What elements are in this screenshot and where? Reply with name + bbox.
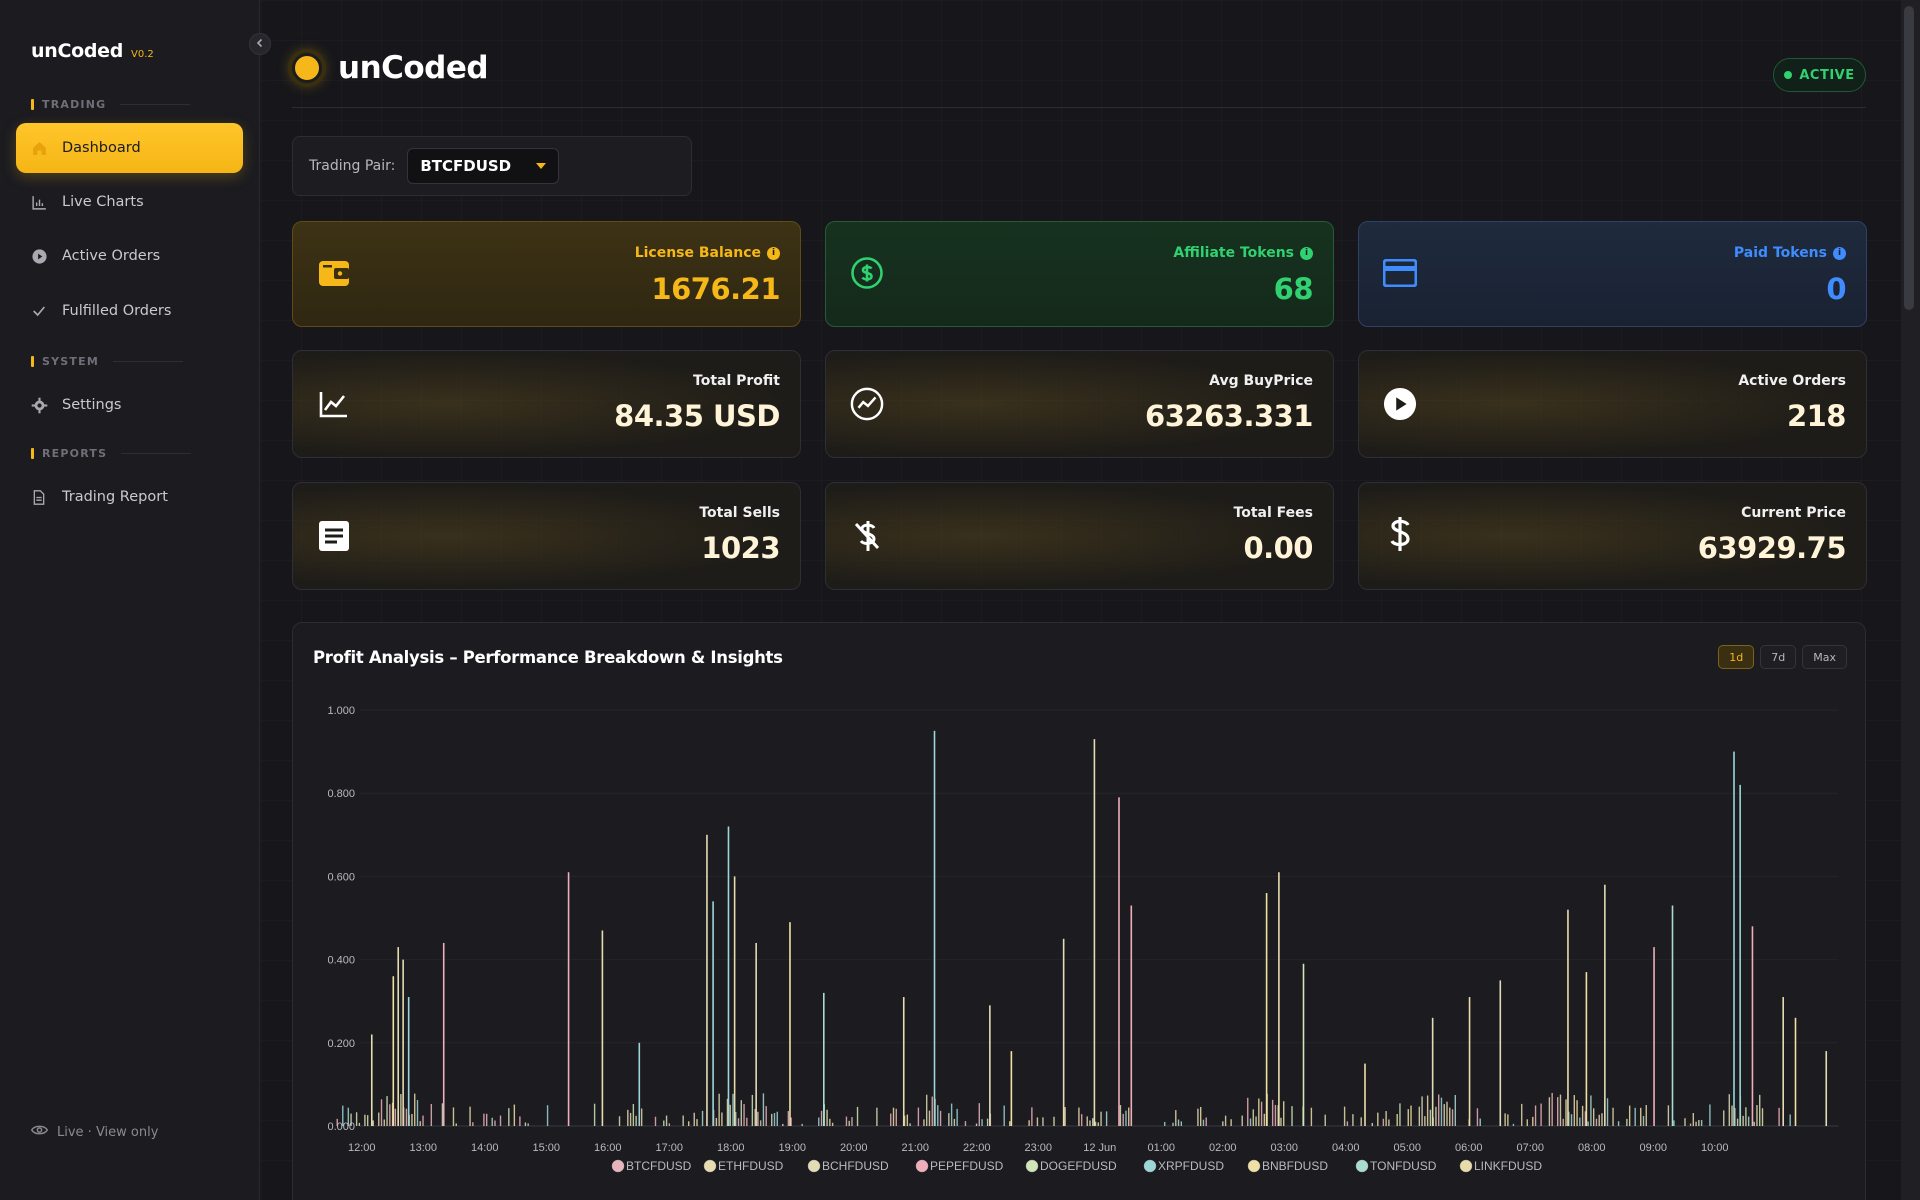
total-profit-label: Total Profit: [693, 373, 780, 389]
home-icon: [30, 139, 48, 157]
caret-down-icon: [536, 163, 547, 169]
section-system-label: SYSTEM: [42, 355, 99, 368]
paid-tokens-value: 0: [1826, 272, 1846, 306]
dollar-circle-icon: [850, 256, 884, 290]
play-circle-icon: [1383, 387, 1417, 421]
sidebar-item-label: Fulfilled Orders: [62, 303, 172, 319]
range-7d-button[interactable]: 7d: [1760, 645, 1797, 669]
current-price-card: Current Price 63929.75: [1358, 482, 1867, 590]
activity-circle-icon: [850, 387, 884, 421]
range-selector: 1d 7d Max: [1718, 645, 1847, 669]
page-title: unCoded: [338, 50, 489, 86]
sidebar-item-label: Settings: [62, 397, 122, 413]
brand-version: V0.2: [131, 49, 154, 60]
sidebar: unCoded V0.2 TRADING Dashboard Live Char…: [0, 0, 260, 1200]
trend-chart-icon: [317, 387, 351, 421]
live-view-status: Live · View only: [30, 1124, 159, 1140]
chevron-left-icon: [255, 37, 265, 51]
profit-analysis-panel: Profit Analysis – Performance Breakdown …: [292, 622, 1866, 1200]
range-max-button[interactable]: Max: [1802, 645, 1847, 669]
license-balance-label: License Balance i: [635, 245, 780, 261]
total-fees-card: Total Fees 0.00: [825, 482, 1334, 590]
page-header: unCoded: [292, 50, 489, 86]
sidebar-item-dashboard[interactable]: Dashboard: [16, 123, 243, 173]
trading-pair-select[interactable]: BTCFDUSD: [407, 148, 560, 184]
total-fees-label: Total Fees: [1233, 505, 1313, 521]
active-orders-value: 218: [1786, 399, 1847, 433]
sidebar-item-active-orders[interactable]: Active Orders: [16, 231, 243, 281]
license-balance-text: License Balance: [634, 245, 761, 261]
sidebar-item-fulfilled-orders[interactable]: Fulfilled Orders: [16, 286, 243, 336]
document-icon: [30, 488, 48, 506]
total-sells-card: Total Sells 1023: [292, 482, 801, 590]
brand: unCoded V0.2: [31, 40, 154, 62]
sidebar-item-label: Trading Report: [62, 489, 168, 505]
total-profit-card: Total Profit 84.35 USD: [292, 350, 801, 458]
info-icon[interactable]: i: [1300, 246, 1313, 260]
active-orders-label: Active Orders: [1738, 373, 1846, 389]
affiliate-tokens-label: Affiliate Tokens i: [1173, 245, 1313, 261]
license-balance-card: License Balance i 1676.21: [292, 221, 801, 327]
section-trading: TRADING: [31, 98, 191, 111]
credit-card-icon: [1383, 256, 1417, 290]
affiliate-tokens-value: 68: [1273, 272, 1314, 306]
trading-pair-value: BTCFDUSD: [420, 157, 512, 175]
info-icon[interactable]: i: [767, 246, 780, 260]
status-badge: ACTIVE: [1773, 58, 1866, 92]
gear-icon: [30, 396, 48, 414]
status-label: ACTIVE: [1799, 67, 1855, 83]
dollar-icon: [1383, 517, 1417, 551]
status-dot-icon: [1784, 71, 1793, 79]
play-circle-icon: [30, 247, 48, 265]
current-price-value: 63929.75: [1697, 531, 1847, 565]
collapse-sidebar-button[interactable]: [249, 33, 271, 55]
scrollbar-thumb[interactable]: [1904, 6, 1914, 310]
paid-tokens-label: Paid Tokens i: [1734, 245, 1846, 261]
bar-chart-icon: [30, 193, 48, 211]
range-1d-button[interactable]: 1d: [1718, 645, 1755, 669]
license-balance-value: 1676.21: [651, 272, 780, 306]
current-price-label: Current Price: [1741, 505, 1846, 521]
sidebar-item-label: Live Charts: [62, 194, 144, 210]
sidebar-item-trading-report[interactable]: Trading Report: [16, 472, 243, 522]
note-icon: [317, 519, 351, 553]
sidebar-item-settings[interactable]: Settings: [16, 380, 243, 430]
chart-title: Profit Analysis – Performance Breakdown …: [313, 648, 783, 667]
wallet-icon: [317, 256, 351, 290]
brand-name: unCoded: [31, 40, 124, 62]
total-sells-label: Total Sells: [699, 505, 780, 521]
total-profit-value: 84.35 USD: [614, 399, 780, 433]
info-icon[interactable]: i: [1833, 246, 1846, 260]
live-view-label: Live · View only: [57, 1124, 159, 1140]
avg-buyprice-card: Avg BuyPrice 63263.331: [825, 350, 1334, 458]
section-system: SYSTEM: [31, 355, 183, 368]
affiliate-tokens-card: Affiliate Tokens i 68: [825, 221, 1334, 327]
check-icon: [30, 302, 48, 320]
dollar-off-icon: [850, 519, 884, 553]
section-trading-label: TRADING: [42, 98, 107, 111]
total-fees-value: 0.00: [1243, 531, 1313, 565]
logo-icon: [292, 53, 322, 83]
avg-buyprice-value: 63263.331: [1145, 399, 1313, 433]
affiliate-tokens-text: Affiliate Tokens: [1173, 245, 1294, 261]
avg-buyprice-label: Avg BuyPrice: [1209, 373, 1313, 389]
active-orders-card: Active Orders 218: [1358, 350, 1867, 458]
sidebar-item-live-charts[interactable]: Live Charts: [16, 177, 243, 227]
total-sells-value: 1023: [701, 531, 780, 565]
section-reports-label: REPORTS: [42, 447, 108, 460]
section-reports: REPORTS: [31, 447, 192, 460]
trading-pair-label: Trading Pair:: [309, 158, 396, 174]
eye-icon: [30, 1124, 49, 1140]
header-divider: [292, 107, 1866, 108]
sidebar-item-label: Active Orders: [62, 248, 161, 264]
trading-pair-panel: Trading Pair: BTCFDUSD: [292, 136, 692, 196]
sidebar-item-label: Dashboard: [62, 140, 141, 156]
paid-tokens-card: Paid Tokens i 0: [1358, 221, 1867, 327]
paid-tokens-text: Paid Tokens: [1733, 245, 1827, 261]
